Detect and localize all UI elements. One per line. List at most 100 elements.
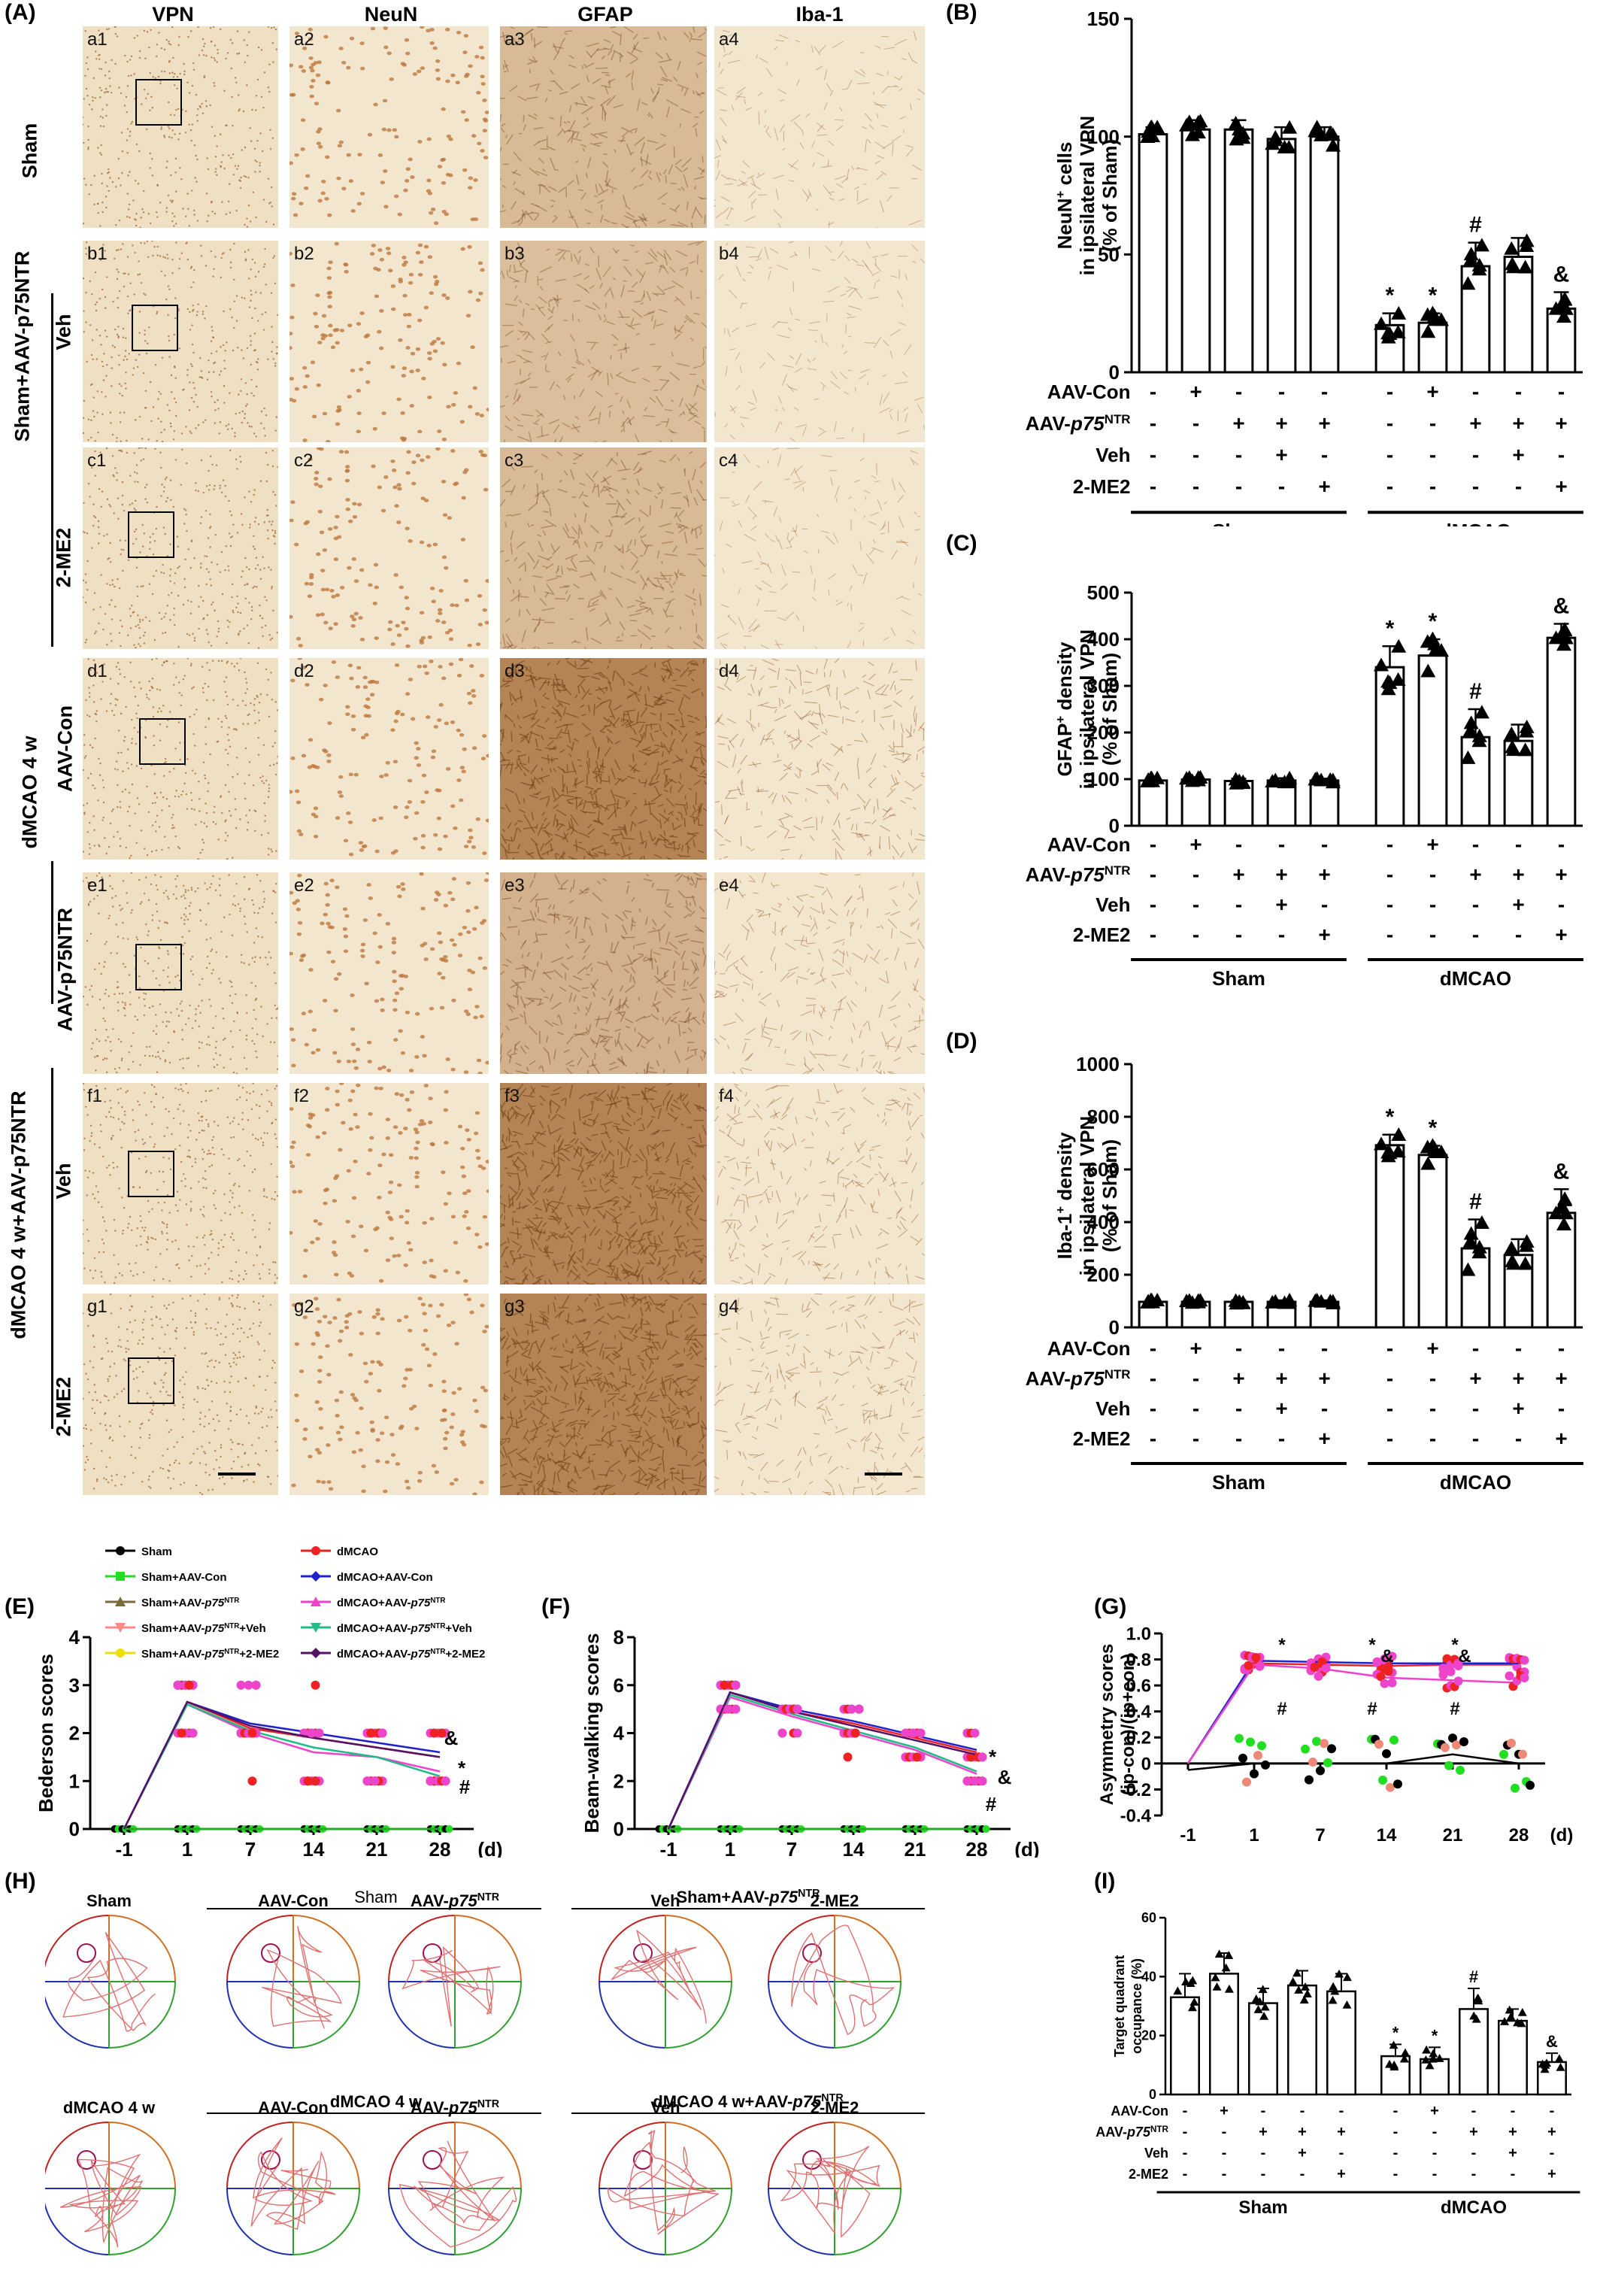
- data-point: [777, 1728, 787, 1738]
- micrograph-b1: b1: [83, 241, 278, 442]
- treatment-sign: -: [1150, 1366, 1156, 1390]
- maze-quadrant: [767, 2188, 835, 2256]
- legend-label: dMCAO+AAV-Con: [337, 1571, 433, 1584]
- treatment-sign: -: [1150, 833, 1156, 856]
- swim-path: [62, 1932, 156, 2032]
- micrograph-texture: [714, 241, 925, 442]
- data-point: [1518, 1749, 1527, 1759]
- treatment-sign: +: [1275, 893, 1287, 916]
- data-point: [1506, 742, 1522, 757]
- treatment-sign: -: [1235, 475, 1242, 498]
- micrograph-texture: [83, 26, 277, 228]
- y-tick-label: 4: [69, 1626, 80, 1648]
- y-tick-label: 1: [69, 1770, 80, 1792]
- data-point: [970, 1728, 980, 1738]
- treatment-sign: -: [1511, 2103, 1516, 2119]
- micrograph-a4: a4: [714, 26, 925, 228]
- micrograph-texture: [500, 450, 707, 649]
- treatment-label: AAV-Con: [1047, 381, 1131, 403]
- data-point: [1505, 1671, 1514, 1681]
- data-point: [977, 1776, 987, 1786]
- data-point: [1212, 1982, 1222, 1991]
- data-point: [1214, 1949, 1224, 1958]
- y-tick-label: 1000: [1076, 1053, 1120, 1075]
- data-point: [251, 1680, 261, 1690]
- data-point: [962, 1776, 972, 1786]
- x-tick-label: 14: [303, 1838, 325, 1858]
- data-point: [1235, 1733, 1244, 1743]
- line-chart-asymmetry: -0.4 -0.2 0 0.2 0.4 0.6 0.8 1.0 -1 1 7 14 21 28 (d) Asy…: [1097, 1624, 1573, 1846]
- treatment-sign: -: [1472, 1427, 1479, 1450]
- micrograph-texture: [714, 1294, 925, 1495]
- roi-box: [139, 718, 186, 765]
- treatment-sign: -: [1432, 2124, 1438, 2140]
- y-axis-label: (% of Sham): [1098, 653, 1121, 766]
- data-point: [236, 1680, 246, 1690]
- data-point: [1317, 1657, 1327, 1667]
- y-tick-label: 0: [614, 1818, 624, 1840]
- data-point: [1462, 723, 1478, 737]
- treatment-sign: +: [1318, 1427, 1330, 1450]
- treatment-label: AAV-p75NTR: [1026, 412, 1131, 435]
- data-point: [982, 1825, 990, 1833]
- micrograph-label: f4: [719, 1086, 735, 1106]
- y-tick-label: 0: [1109, 361, 1120, 384]
- data-point: [1401, 2048, 1411, 2057]
- x-tick-label: 14: [843, 1838, 865, 1858]
- significance-mark: &: [444, 1727, 459, 1749]
- data-point: [1444, 1761, 1453, 1770]
- data-point: [1391, 1127, 1407, 1142]
- maze-platform: [633, 1943, 653, 1963]
- y-tick-label: 0: [1109, 1316, 1120, 1339]
- group-label-dmcao: dMCAO: [1440, 520, 1511, 526]
- row-label-veh-1: Veh: [52, 314, 75, 350]
- treatment-sign: -: [1235, 380, 1242, 403]
- y-tick-label: 60: [1141, 1910, 1156, 1925]
- data-point: [1554, 626, 1570, 641]
- data-point: [1391, 305, 1407, 320]
- y-axis-label: Beam-walking scores: [580, 1633, 603, 1833]
- data-point: [1520, 1655, 1529, 1665]
- data-point: [1150, 120, 1165, 134]
- maze-quadrant: [226, 1914, 294, 1982]
- treatment-sign: -: [1278, 380, 1285, 403]
- treatment-sign: +: [1232, 411, 1244, 435]
- maze-quadrant: [226, 2121, 294, 2189]
- data-point: [1506, 259, 1522, 274]
- micrograph-label: d3: [505, 661, 525, 681]
- treatment-sign: -: [1235, 1427, 1242, 1450]
- row-label-2me2-2: 2-ME2: [52, 1376, 75, 1437]
- data-point: [1189, 1997, 1199, 2006]
- treatment-sign: +: [1318, 923, 1330, 946]
- data-point: [1387, 1678, 1397, 1688]
- micrograph-label: e2: [294, 875, 314, 896]
- data-point: [1150, 1292, 1165, 1306]
- treatment-sign: -: [1300, 2166, 1305, 2182]
- y-tick-label: 2: [614, 1770, 624, 1792]
- treatment-sign: +: [1275, 411, 1287, 435]
- y-tick-label: 0.6: [1126, 1676, 1151, 1697]
- maze-quadrant: [454, 2188, 523, 2256]
- micrograph-label: d1: [87, 661, 108, 681]
- treatment-sign: +: [1318, 411, 1330, 435]
- data-point: [1145, 129, 1161, 143]
- treatment-label: Veh: [1095, 893, 1130, 916]
- legend-label: dMCAO+AAV-p75NTR+Veh: [337, 1622, 472, 1636]
- micrograph-label: b3: [505, 244, 525, 264]
- y-axis-label: NeuN+ cells: [1053, 142, 1077, 250]
- treatment-sign: +: [1547, 2124, 1556, 2140]
- treatment-sign: +: [1318, 863, 1330, 886]
- maze-label: Veh: [650, 2098, 680, 2117]
- treatment-sign: -: [1183, 2103, 1188, 2119]
- data-point: [366, 1728, 376, 1738]
- micrograph-texture: [83, 1083, 278, 1284]
- data-point: [426, 1776, 435, 1786]
- line-chart-legend: Sham dMCAO Sham+AAV-Con dMCAO+AAV-Con Sham+A…: [105, 1545, 485, 1661]
- data-point: [1520, 1673, 1529, 1683]
- micrograph-c1: c1: [83, 447, 278, 649]
- data-point: [1507, 1738, 1516, 1748]
- treatment-sign: -: [1511, 2166, 1516, 2182]
- significance-mark: &: [1546, 2032, 1558, 2051]
- group-label-dmcao: dMCAO: [1440, 967, 1511, 990]
- x-tick-label: 1: [182, 1838, 192, 1858]
